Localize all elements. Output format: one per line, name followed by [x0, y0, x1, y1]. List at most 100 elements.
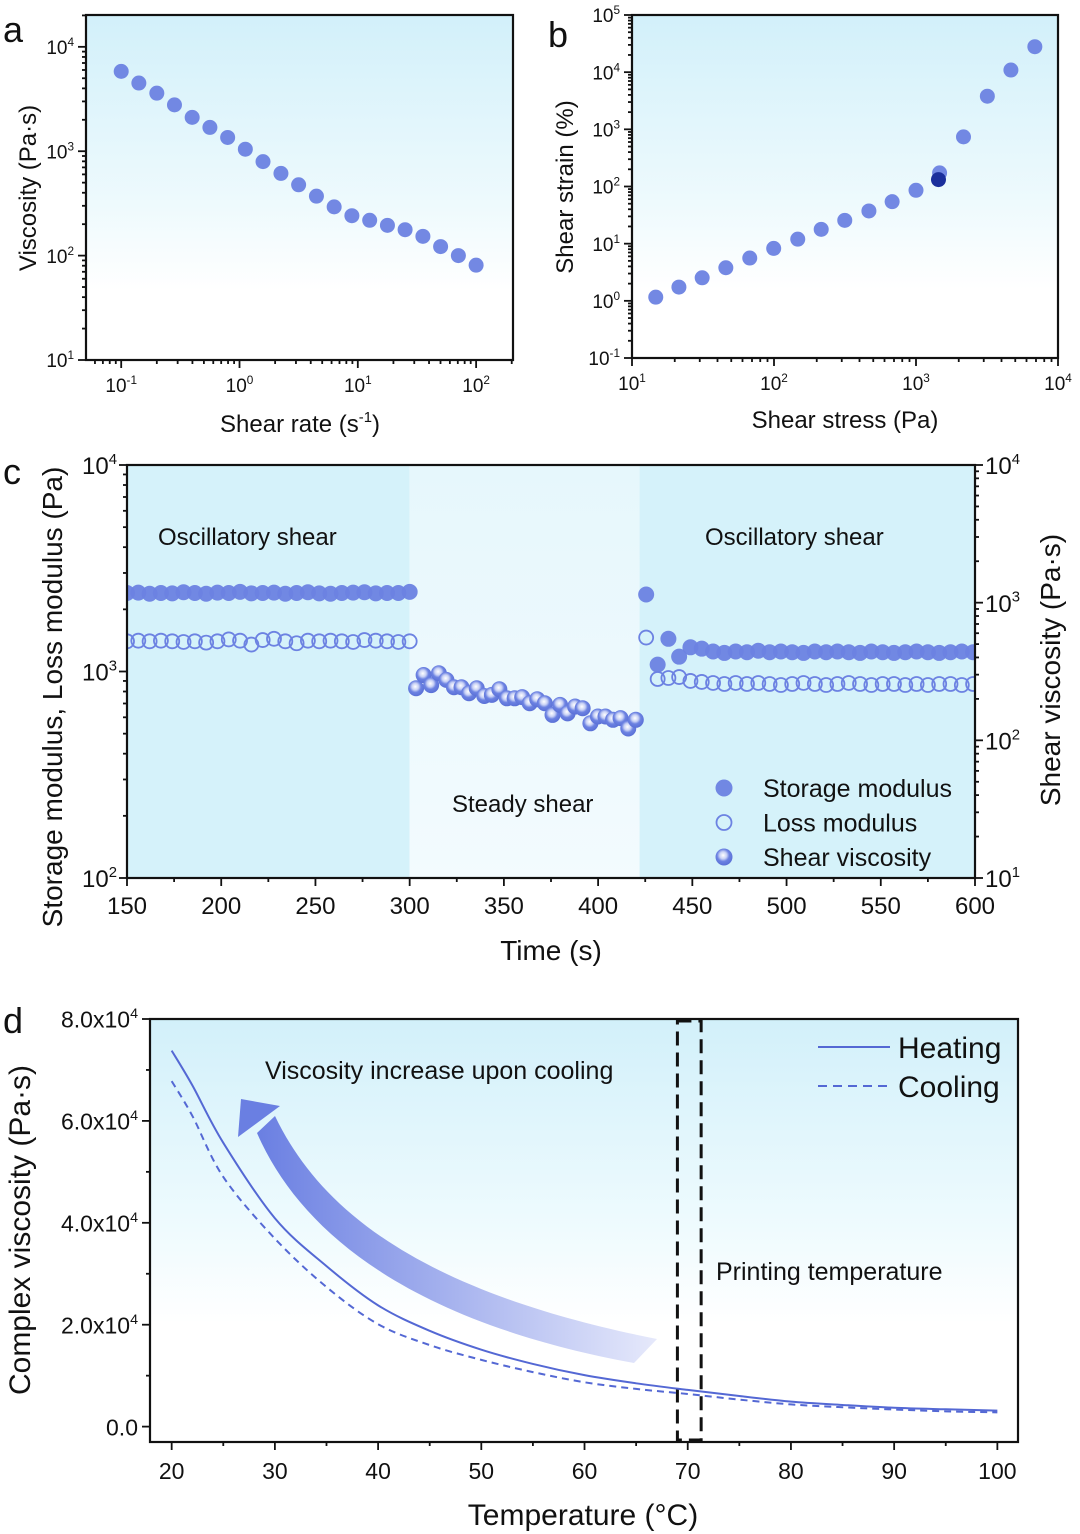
ticks — [119, 464, 983, 886]
data-point — [153, 632, 169, 649]
data-point — [766, 240, 782, 256]
data-point — [220, 129, 236, 145]
cooling-arrow-head — [238, 1099, 280, 1137]
legend-label: Heating — [898, 1032, 1001, 1065]
data-point — [660, 630, 677, 647]
y2-axis-title: Shear viscosity (Pa·s) — [1035, 534, 1066, 806]
panel-b: 101 102 103 104 10-1 100 101 102 103 104 105 Shear … — [548, 4, 1072, 434]
data-point — [727, 643, 744, 660]
data-point — [863, 643, 880, 660]
data-point — [220, 631, 237, 648]
x-tick-label: 10-1 — [105, 374, 137, 397]
series-yield-point — [930, 172, 946, 188]
data-point — [401, 583, 418, 600]
x-axis-title: Shear stress (Pa) — [752, 407, 939, 434]
data-point — [311, 585, 328, 602]
y-tick-label: 104 — [985, 452, 1020, 480]
series-viscosity — [113, 63, 484, 273]
data-point — [931, 644, 948, 661]
arrow-annotation: Viscosity increase upon cooling — [265, 1057, 613, 1085]
data-point — [209, 584, 226, 601]
data-point — [942, 644, 959, 661]
data-point — [682, 673, 699, 689]
data-point — [408, 680, 425, 697]
y-tick-label: 102 — [82, 865, 117, 893]
data-point — [164, 633, 181, 650]
data-point — [291, 177, 307, 193]
y-tick-label: 104 — [592, 61, 620, 84]
data-point — [671, 279, 687, 295]
y-tick-label: 2.0x104 — [61, 1312, 138, 1339]
data-point — [300, 632, 316, 649]
cooling-arrow-body — [257, 1116, 657, 1363]
x-axis-title: Time (s) — [500, 935, 602, 966]
data-point — [345, 634, 362, 650]
y-tick-label: 101 — [46, 349, 74, 372]
y-axis-title: Storage modulus, Loss modulus (Pa) — [37, 467, 68, 928]
region-label: Oscillatory shear — [705, 524, 884, 551]
data-point — [897, 644, 914, 661]
region-oscillatory — [127, 465, 410, 878]
data-point — [232, 632, 248, 649]
series-cooling — [170, 1080, 998, 1414]
panel-letter: a — [3, 9, 24, 50]
data-point — [813, 221, 829, 237]
ticks — [624, 14, 1059, 366]
x-tick-label: 300 — [390, 893, 430, 920]
x-tick-label: 550 — [861, 893, 901, 920]
y-tick-label: 103 — [46, 140, 74, 163]
x-tick-label: 150 — [107, 893, 147, 920]
data-point — [141, 633, 158, 650]
x-axis-title: Temperature (°C) — [468, 1499, 698, 1532]
data-point — [277, 633, 294, 650]
data-point — [790, 231, 806, 247]
data-point — [886, 676, 902, 692]
data-point — [818, 677, 835, 693]
data-point — [718, 260, 734, 276]
data-point — [829, 676, 846, 692]
data-point — [198, 634, 215, 651]
y-tick-label: 103 — [985, 590, 1020, 618]
data-point — [863, 677, 880, 693]
data-point — [433, 239, 449, 255]
x-tick-label: 80 — [778, 1458, 804, 1484]
data-point — [397, 222, 413, 238]
panel-a: 10-1 100 101 102 101 102 103 104 Shear rate (s-1… — [3, 9, 515, 438]
y-tick-label: 103 — [82, 659, 117, 687]
series-loss-modulus — [127, 629, 975, 693]
data-point — [773, 677, 789, 693]
legend-label: Cooling — [898, 1071, 1000, 1104]
plot-background — [150, 1019, 1018, 1442]
legend: Heating Cooling — [818, 1032, 1001, 1104]
region-label: Oscillatory shear — [158, 524, 337, 551]
data-point — [149, 85, 165, 101]
legend-marker — [715, 814, 733, 831]
data-point — [254, 632, 271, 648]
x-tick-label: 250 — [295, 893, 335, 920]
data-point — [130, 632, 147, 649]
data-point — [415, 228, 431, 244]
data-point — [727, 675, 744, 691]
axes-frame — [84, 13, 515, 362]
data-point — [649, 671, 666, 687]
x-tick-label: 200 — [201, 893, 241, 920]
data-point — [648, 289, 664, 305]
y-tick-label: 4.0x104 — [61, 1210, 138, 1237]
printing-temperature-band — [675, 1019, 703, 1442]
data-point — [202, 119, 218, 135]
panel-letter: d — [3, 1000, 23, 1041]
data-point — [184, 109, 200, 125]
data-point — [649, 656, 666, 673]
data-point — [930, 172, 946, 188]
data-point — [1027, 39, 1043, 55]
region-label: Steady shear — [452, 791, 593, 818]
data-point — [979, 88, 995, 104]
data-point — [953, 643, 970, 660]
data-point — [806, 676, 823, 692]
plot-background — [632, 15, 1058, 358]
data-point — [401, 633, 418, 650]
data-point — [1003, 62, 1019, 78]
data-point — [127, 633, 135, 650]
line-heating — [170, 1050, 998, 1412]
data-point — [772, 643, 789, 660]
